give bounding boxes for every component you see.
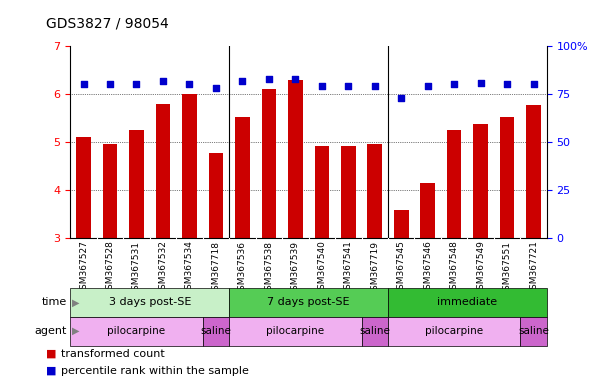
Point — [317, 83, 327, 89]
Text: GSM367528: GSM367528 — [106, 240, 114, 295]
Text: GSM367527: GSM367527 — [79, 240, 88, 295]
Text: 3 days post-SE: 3 days post-SE — [109, 297, 191, 308]
Text: GSM367546: GSM367546 — [423, 240, 432, 295]
Text: saline: saline — [200, 326, 232, 336]
Text: GSM367541: GSM367541 — [344, 240, 353, 295]
Bar — [229, 288, 388, 317]
Bar — [182, 94, 197, 238]
Point — [158, 78, 168, 84]
Text: ▶: ▶ — [71, 326, 79, 336]
Bar — [208, 152, 223, 238]
Text: GSM367548: GSM367548 — [450, 240, 459, 295]
Bar — [288, 80, 302, 238]
Bar — [103, 144, 117, 238]
Text: GSM367540: GSM367540 — [317, 240, 326, 295]
Point — [370, 83, 379, 89]
Point — [185, 81, 194, 88]
Bar — [129, 130, 144, 238]
Point — [290, 76, 300, 82]
Bar — [388, 317, 521, 346]
Point — [238, 78, 247, 84]
Text: transformed count: transformed count — [61, 349, 165, 359]
Point — [79, 81, 89, 88]
Text: pilocarpine: pilocarpine — [266, 326, 324, 336]
Text: ■: ■ — [46, 366, 60, 376]
Bar — [474, 124, 488, 238]
Text: GSM367538: GSM367538 — [265, 240, 273, 296]
Bar — [315, 146, 329, 238]
Point — [131, 81, 141, 88]
Text: GSM367719: GSM367719 — [370, 240, 379, 296]
Text: saline: saline — [359, 326, 390, 336]
Bar — [203, 317, 229, 346]
Point — [423, 83, 433, 89]
Text: immediate: immediate — [437, 297, 497, 308]
Text: ▶: ▶ — [71, 297, 79, 308]
Text: GSM367534: GSM367534 — [185, 240, 194, 295]
Text: pilocarpine: pilocarpine — [108, 326, 166, 336]
Text: time: time — [42, 297, 67, 308]
Bar — [235, 117, 250, 238]
Bar — [420, 183, 435, 238]
Bar — [76, 137, 91, 238]
Point — [476, 79, 486, 86]
Bar — [362, 317, 388, 346]
Bar — [447, 130, 461, 238]
Text: percentile rank within the sample: percentile rank within the sample — [61, 366, 249, 376]
Point — [264, 76, 274, 82]
Text: GSM367532: GSM367532 — [158, 240, 167, 295]
Text: GSM367549: GSM367549 — [476, 240, 485, 295]
Bar — [229, 317, 362, 346]
Text: GSM367551: GSM367551 — [503, 240, 511, 296]
Bar — [262, 89, 276, 238]
Bar — [70, 317, 203, 346]
Bar — [341, 146, 356, 238]
Text: pilocarpine: pilocarpine — [425, 326, 483, 336]
Bar — [388, 288, 547, 317]
Bar — [500, 117, 514, 238]
Text: 7 days post-SE: 7 days post-SE — [267, 297, 350, 308]
Text: GSM367545: GSM367545 — [397, 240, 406, 295]
Bar — [367, 144, 382, 238]
Bar — [526, 104, 541, 238]
Bar — [521, 317, 547, 346]
Point — [105, 81, 115, 88]
Bar — [394, 210, 409, 238]
Text: GDS3827 / 98054: GDS3827 / 98054 — [46, 17, 169, 31]
Point — [502, 81, 512, 88]
Bar — [156, 104, 170, 238]
Point — [529, 81, 538, 88]
Text: GSM367721: GSM367721 — [529, 240, 538, 295]
Point — [449, 81, 459, 88]
Text: ■: ■ — [46, 349, 60, 359]
Text: saline: saline — [518, 326, 549, 336]
Text: GSM367536: GSM367536 — [238, 240, 247, 296]
Text: GSM367718: GSM367718 — [211, 240, 221, 296]
Text: agent: agent — [35, 326, 67, 336]
Point — [343, 83, 353, 89]
Point — [397, 95, 406, 101]
Text: GSM367539: GSM367539 — [291, 240, 300, 296]
Point — [211, 85, 221, 91]
Bar — [70, 288, 229, 317]
Text: GSM367531: GSM367531 — [132, 240, 141, 296]
